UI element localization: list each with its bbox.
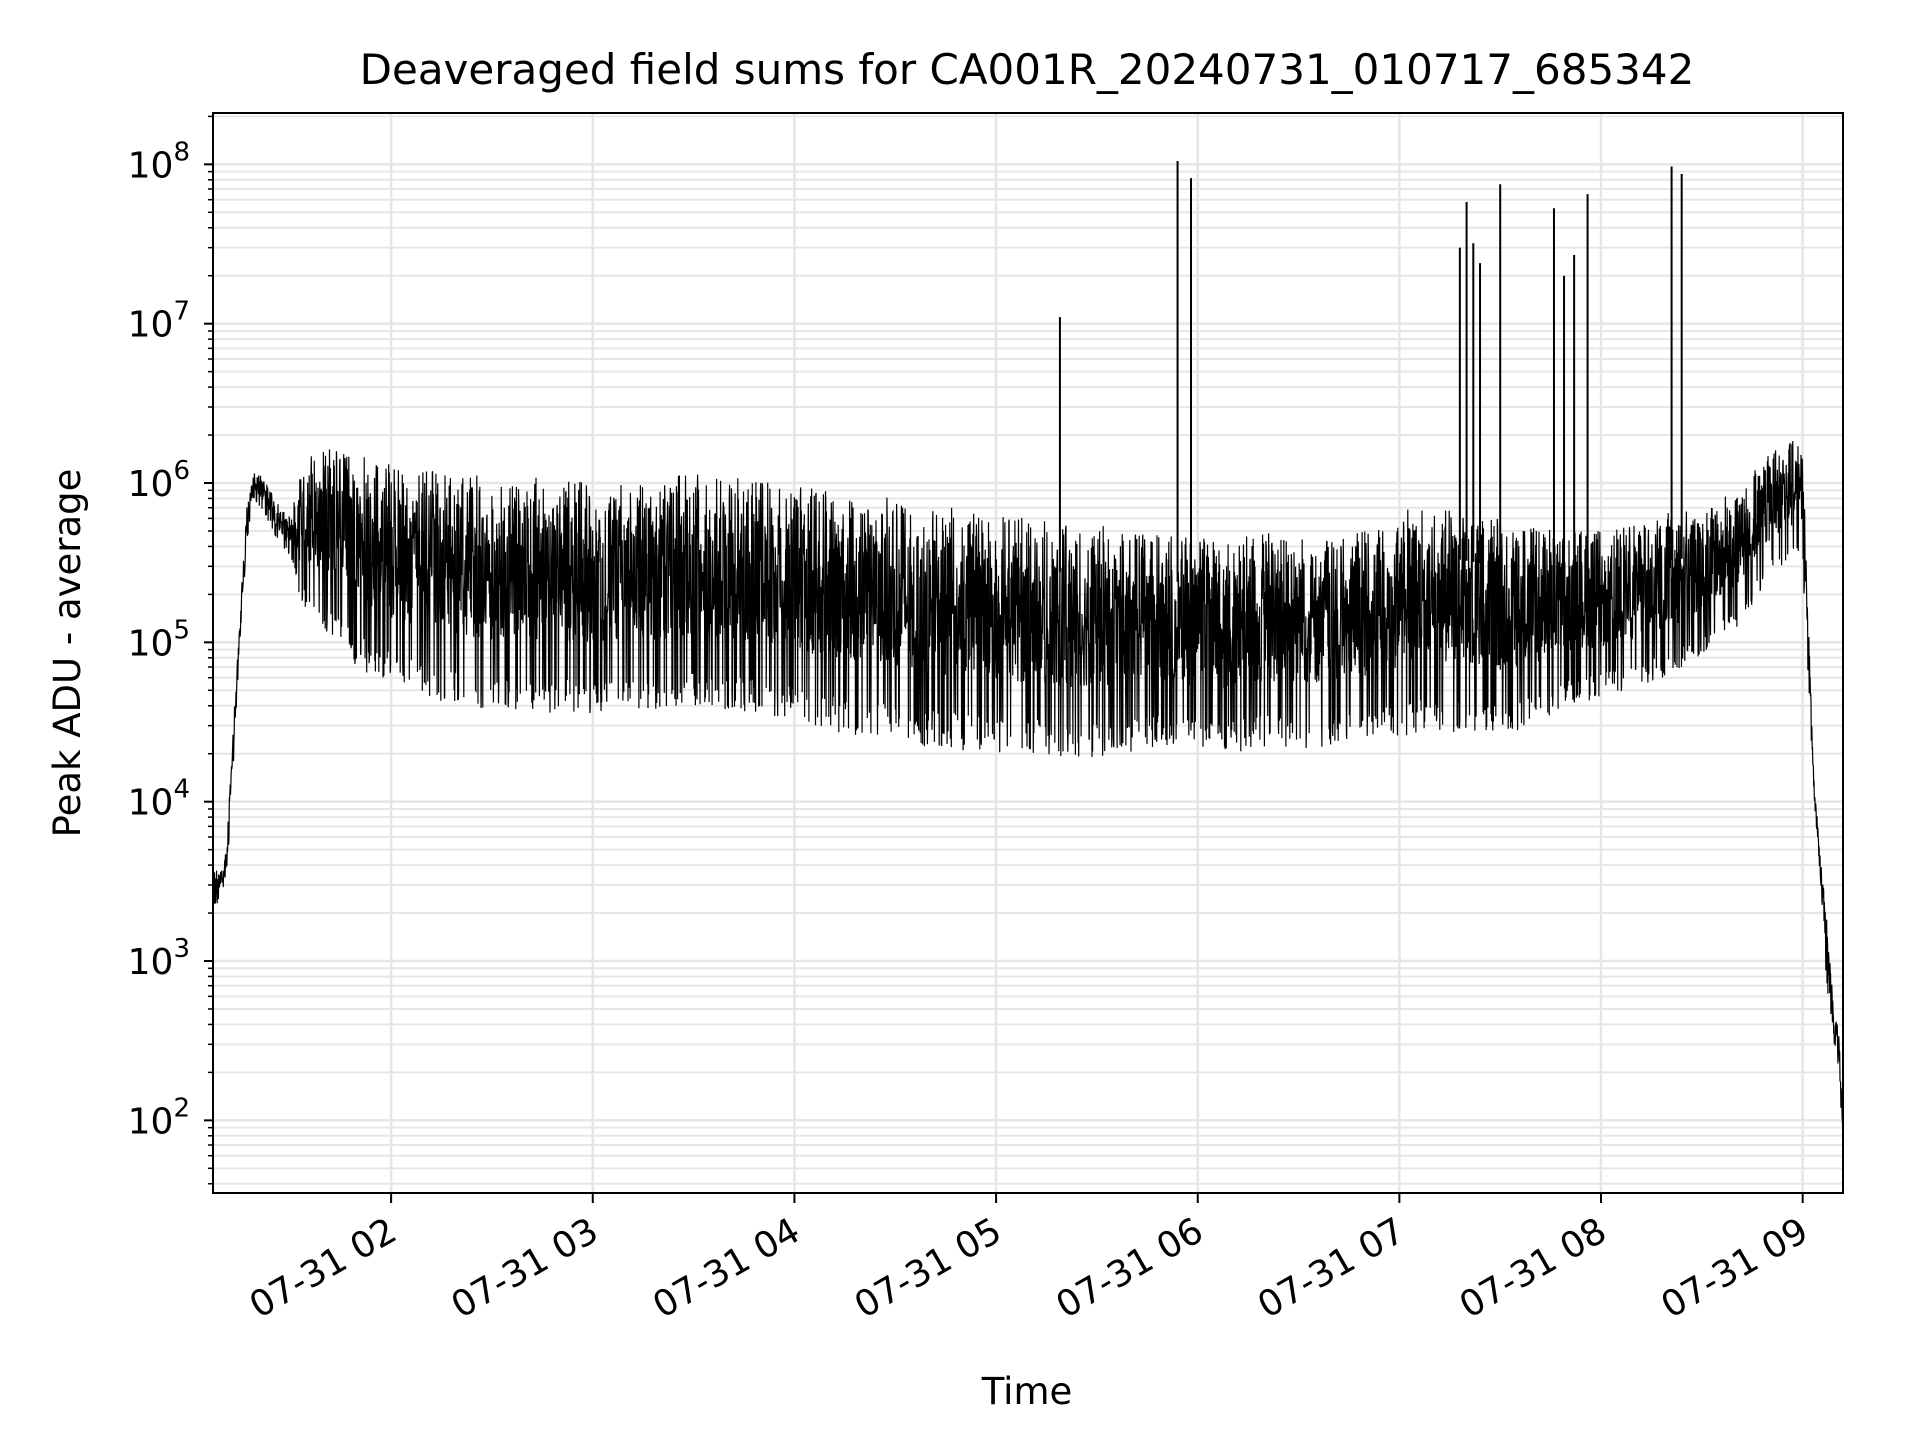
y-axis: 102 103 104 105 106 107 108 — [128, 115, 213, 1185]
y-tick-label: 107 — [128, 297, 190, 346]
y-tick-label: 102 — [128, 1093, 190, 1142]
grid — [213, 113, 1843, 1193]
y-tick-label: 105 — [128, 615, 190, 664]
chart-title: Deaveraged field sums for CA001R_2024073… — [360, 45, 1695, 94]
x-axis-label: Time — [981, 1370, 1073, 1413]
y-tick-label: 104 — [128, 775, 190, 824]
series-line — [212, 440, 1844, 1130]
y-tick-label: 103 — [128, 934, 190, 983]
y-axis-label: Peak ADU - average — [46, 469, 89, 838]
y-tick-label: 108 — [128, 137, 190, 186]
y-tick-label: 106 — [128, 456, 190, 505]
plot-frame — [212, 112, 1844, 1194]
series-layer — [212, 160, 1844, 1130]
